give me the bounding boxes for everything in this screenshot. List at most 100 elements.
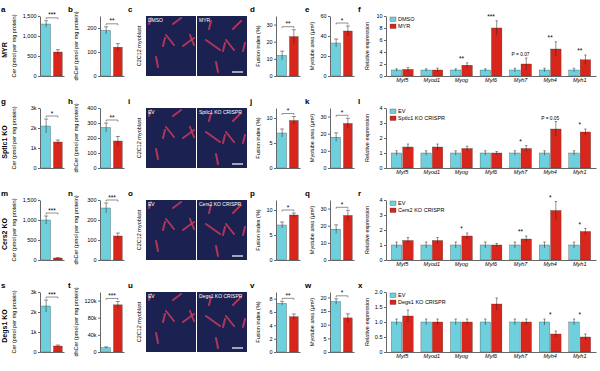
x-tick-label: Myh4 bbox=[543, 261, 556, 267]
y-tick: 0 bbox=[323, 165, 330, 171]
x-tick: Myh7 bbox=[514, 168, 528, 175]
error-bar bbox=[573, 151, 575, 156]
y-tick: 0 bbox=[93, 165, 100, 171]
error-bar bbox=[395, 69, 397, 71]
x-axis-line bbox=[277, 76, 301, 77]
error-bar bbox=[484, 69, 486, 71]
y-tick-label: 2 bbox=[379, 227, 382, 233]
significance-label: * bbox=[287, 204, 290, 211]
marks bbox=[102, 301, 122, 352]
marks bbox=[42, 216, 62, 260]
legend-label: Sptlc1 KO CRISPR bbox=[398, 115, 445, 121]
y-axis-line bbox=[40, 17, 41, 77]
x-axis-line bbox=[331, 260, 355, 261]
y-tick-mark bbox=[98, 200, 100, 201]
y-tick-label: 30 bbox=[320, 206, 326, 212]
panel-letter: l bbox=[358, 97, 360, 106]
legend: EVDegs1 KO CRISPR bbox=[390, 292, 446, 305]
error-bar bbox=[525, 319, 527, 325]
x-tick-label: Myog bbox=[455, 169, 469, 175]
y-tick-label: 30 bbox=[266, 22, 272, 28]
bar bbox=[332, 229, 341, 260]
x-tick-label: Myog bbox=[455, 353, 469, 359]
bar bbox=[343, 123, 352, 168]
error-bar bbox=[466, 63, 468, 68]
y-tick: 0 bbox=[93, 349, 100, 355]
y-tick-label: 20 bbox=[320, 223, 326, 229]
y-tick: 4 bbox=[379, 49, 386, 55]
x-axis-line bbox=[277, 168, 301, 169]
error-bar bbox=[395, 151, 397, 156]
error-bar bbox=[584, 55, 586, 65]
y-tick-label: 0 bbox=[379, 349, 382, 355]
error-bar bbox=[436, 144, 438, 150]
x-tick-label: Myf5 bbox=[396, 353, 409, 359]
bar bbox=[491, 304, 501, 352]
x-tick: Myod1 bbox=[424, 260, 441, 267]
y-tick-label: 2 bbox=[269, 336, 272, 342]
significance-label: * bbox=[287, 107, 290, 114]
y-tick-mark bbox=[328, 226, 330, 227]
y-tick: 0 bbox=[323, 257, 330, 263]
legend-swatch bbox=[390, 208, 396, 213]
y-axis: 0102030 bbox=[320, 201, 330, 264]
y-tick-mark bbox=[38, 76, 40, 77]
myotube-stain bbox=[163, 38, 165, 46]
y-tick: 0 bbox=[33, 165, 40, 171]
significance-label: *** bbox=[487, 13, 495, 20]
error-bar bbox=[44, 119, 48, 133]
bar bbox=[42, 306, 51, 352]
y-tick-label: 200 bbox=[87, 25, 96, 31]
micrograph bbox=[146, 108, 196, 168]
legend-swatch bbox=[390, 17, 396, 22]
y-tick-mark bbox=[38, 108, 40, 109]
marks bbox=[332, 26, 352, 76]
row-label: Sptlc1 KO bbox=[1, 125, 9, 159]
y-tick-mark bbox=[98, 220, 100, 221]
y-tick-mark bbox=[384, 153, 386, 154]
x-tick-label: Myh1 bbox=[573, 353, 586, 359]
bar bbox=[289, 215, 298, 260]
marks bbox=[391, 122, 590, 169]
error-bar bbox=[292, 117, 296, 125]
x-tick-label: Myf5 bbox=[396, 77, 409, 83]
y-axis-title: Relative expression bbox=[364, 22, 370, 70]
error-bar bbox=[543, 242, 545, 248]
panel-letter: q bbox=[305, 189, 310, 198]
y-tick-mark bbox=[38, 56, 40, 57]
y-axis: 0510 bbox=[266, 201, 276, 264]
legend-swatch bbox=[390, 201, 396, 206]
y-axis-title: Myotube area (μm²) bbox=[309, 206, 315, 255]
bar bbox=[332, 302, 341, 352]
marks bbox=[42, 300, 62, 352]
legend: EVCers2 KO CRISPR bbox=[390, 200, 444, 213]
y-axis-line bbox=[40, 201, 41, 261]
panel-letter: m bbox=[1, 189, 8, 198]
y-tick: 2 bbox=[269, 336, 276, 342]
image-label: EV bbox=[148, 109, 155, 115]
bar bbox=[539, 322, 549, 352]
image-panel: oC2C12 myoblastEVCers2 KO CRISPR bbox=[128, 189, 247, 260]
panel-letter: j bbox=[249, 97, 252, 106]
figure-svg: MYRSptlc1 KOCers2 KODegs1 KOcC2C12 myobl… bbox=[0, 0, 600, 371]
y-axis-title: Fusion index (%) bbox=[255, 25, 261, 66]
y-tick-label: 300 bbox=[87, 197, 96, 203]
y-tick: 1 bbox=[379, 242, 386, 248]
error-bar bbox=[514, 68, 516, 72]
bar bbox=[403, 147, 413, 168]
error-bar bbox=[395, 319, 397, 325]
significance-label: * bbox=[341, 289, 344, 296]
bar bbox=[332, 137, 341, 168]
y-tick-label: 0 bbox=[323, 73, 326, 79]
y-tick: 15 bbox=[320, 308, 330, 314]
y-tick: 8 bbox=[379, 25, 386, 31]
y-axis: 0100200300 bbox=[87, 197, 100, 263]
y-tick-mark bbox=[98, 153, 100, 154]
panel-letter: n bbox=[68, 189, 73, 198]
x-tick-label: Myh7 bbox=[514, 353, 528, 359]
y-tick-label: 6 bbox=[379, 37, 382, 43]
error-bar bbox=[436, 68, 438, 72]
legend-label: EV bbox=[398, 292, 406, 298]
myotube-stain bbox=[173, 18, 181, 24]
bar bbox=[580, 232, 590, 261]
